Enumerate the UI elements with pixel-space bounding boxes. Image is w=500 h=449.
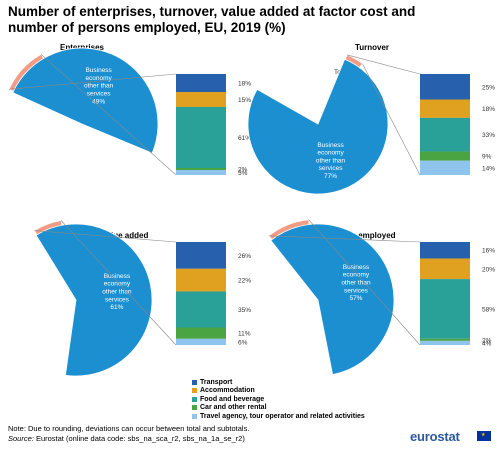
legend-swatch	[192, 379, 197, 385]
chart-group-1: TurnoverServicesother thantourismindustr…	[247, 43, 495, 195]
legend-swatch	[192, 413, 197, 419]
breakdown-label: 33%	[482, 132, 495, 139]
slice-label: Business economy other than services 57%	[341, 264, 371, 302]
legend-swatch	[192, 388, 197, 394]
eurostat-logo: eurostat	[410, 429, 460, 444]
breakdown-label: 18%	[238, 81, 251, 88]
breakdown-segment	[176, 170, 226, 175]
connector-line	[34, 230, 177, 243]
note-text: Note: Due to rounding, deviations can oc…	[8, 424, 250, 433]
breakdown-label: 6%	[238, 339, 248, 346]
legend-swatch	[192, 405, 197, 411]
breakdown-segment	[176, 242, 226, 269]
breakdown-segment	[420, 117, 470, 152]
chart-title: Number of enterprises, turnover, value a…	[8, 4, 416, 35]
panel-title: Persons employed	[324, 231, 395, 240]
slice-label: Business economy other than services 77%	[316, 142, 346, 180]
chart-group-2: Value addedServicesother thantourismindu…	[33, 220, 251, 377]
slice-label: Business economy other than services 49%	[84, 67, 114, 105]
source-label: Source:	[8, 434, 34, 443]
breakdown-segment	[176, 268, 226, 292]
breakdown-segment	[420, 258, 470, 280]
breakdown-segment	[420, 279, 470, 339]
pie-slice	[35, 223, 153, 377]
breakdown-segment	[176, 107, 226, 168]
breakdown-segment	[420, 160, 470, 175]
breakdown-label: 5%	[238, 170, 248, 177]
breakdown-label: 2%	[482, 337, 492, 344]
pie-slice	[270, 223, 395, 376]
connector-line	[40, 54, 177, 176]
pie-slice	[247, 58, 389, 195]
breakdown-label: 2%	[238, 167, 248, 174]
connector-line	[308, 219, 421, 346]
legend-label: Accommodation	[200, 387, 255, 395]
breakdown-segment	[176, 338, 226, 345]
breakdown-label: 9%	[482, 154, 492, 161]
legend-item: Food and beverage	[192, 395, 365, 404]
source-line: Source: Eurostat (online data code: sbs_…	[8, 434, 249, 444]
legend-swatch	[192, 396, 197, 402]
breakdown-label: 15%	[238, 97, 251, 104]
legend-item: Car and other rental	[192, 404, 365, 413]
slice-label: Business economy other than services 61%	[102, 273, 132, 311]
connector-line	[60, 220, 177, 346]
flag-stars: ★	[481, 432, 486, 438]
connector-line	[268, 235, 421, 243]
breakdown-label: 18%	[482, 106, 495, 113]
breakdown-label: 11%	[238, 331, 251, 338]
breakdown-label: 14%	[482, 165, 495, 172]
footnote: Note: Due to rounding, deviations can oc…	[8, 424, 249, 444]
breakdown-label: 20%	[482, 266, 495, 273]
connector-line	[9, 73, 177, 90]
legend: Transport Accommodation Food and beverage C…	[192, 378, 365, 421]
pie-slice	[12, 47, 159, 154]
breakdown-label: 22%	[238, 278, 251, 285]
panel-title: Turnover	[355, 43, 389, 52]
panel-title: Value added	[102, 231, 149, 240]
breakdown-label: 25%	[482, 84, 495, 91]
breakdown-segment	[176, 74, 226, 92]
breakdown-label: 61%	[238, 135, 251, 142]
connector-line	[362, 63, 421, 176]
breakdown-segment	[176, 168, 226, 170]
legend-item: Transport	[192, 378, 365, 387]
breakdown-segment	[176, 327, 226, 339]
breakdown-label: 26%	[238, 253, 251, 260]
chart-group-3: Persons employedServicesother thantouris…	[268, 219, 495, 376]
breakdown-segment	[420, 74, 470, 100]
breakdown-segment	[420, 242, 470, 259]
legend-label: Travel agency, tour operator and related…	[200, 412, 365, 420]
legend-label: Food and beverage	[200, 395, 265, 403]
legend-item: Accommodation	[192, 387, 365, 396]
chart-group-0: EnterprisesServicesother thantourismindu…	[8, 43, 251, 177]
breakdown-label: 35%	[238, 307, 251, 314]
breakdown-segment	[420, 151, 470, 161]
legend-label: Transport	[200, 378, 233, 386]
source-text: Eurostat (online data code: sbs_na_sca_r…	[33, 434, 245, 443]
connector-line	[347, 54, 421, 75]
breakdown-label: 4%	[482, 340, 492, 347]
breakdown-segment	[420, 340, 470, 345]
breakdown-segment	[420, 99, 470, 118]
eu-flag-icon: ★	[477, 431, 491, 441]
breakdown-segment	[420, 338, 470, 341]
breakdown-label: 58%	[482, 306, 495, 313]
breakdown-segment	[176, 92, 226, 107]
legend-label: Car and other rental	[200, 404, 267, 412]
breakdown-segment	[176, 291, 226, 328]
legend-item: Travel agency, tour operator and related…	[192, 412, 365, 421]
breakdown-label: 16%	[482, 248, 495, 255]
